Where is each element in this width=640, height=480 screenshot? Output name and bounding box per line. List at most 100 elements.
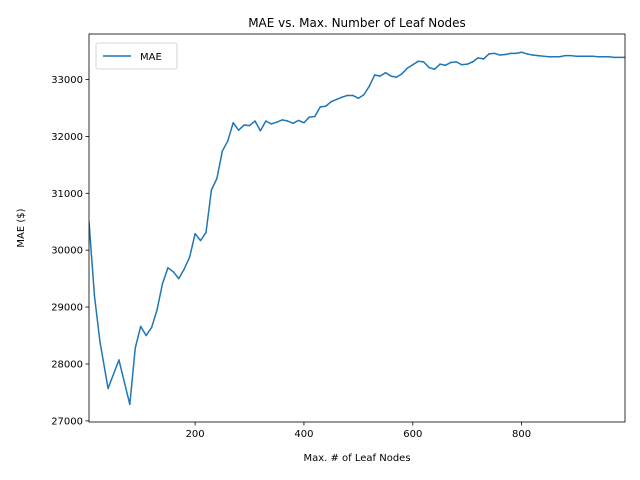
line-segment bbox=[558, 54, 566, 58]
y-tick-label: 33000 bbox=[51, 75, 83, 86]
line-segment bbox=[139, 325, 147, 337]
x-axis-label: Max. # of Leaf Nodes bbox=[303, 453, 410, 464]
line-segment bbox=[89, 220, 96, 297]
line-segment bbox=[330, 98, 338, 103]
line-segment bbox=[259, 120, 267, 132]
line-segment bbox=[221, 140, 229, 152]
line-segment bbox=[444, 61, 452, 67]
line-segment bbox=[205, 189, 213, 234]
y-tick-label: 32000 bbox=[51, 132, 83, 143]
y-tick-label: 30000 bbox=[51, 246, 83, 257]
line-segment bbox=[227, 122, 234, 142]
line-segment bbox=[210, 177, 218, 191]
line-segment bbox=[384, 71, 392, 77]
legend-entry-mae: MAE bbox=[140, 52, 162, 63]
line-segment bbox=[324, 100, 332, 108]
line-segment bbox=[150, 309, 158, 329]
legend: MAE bbox=[95, 42, 178, 70]
line-segment bbox=[488, 52, 496, 55]
line-segment bbox=[341, 94, 349, 98]
line-segment bbox=[477, 57, 485, 60]
line-segment bbox=[232, 122, 240, 131]
line-segment bbox=[439, 63, 447, 67]
series-mae bbox=[89, 51, 625, 406]
y-axis-label: MAE ($) bbox=[16, 208, 27, 247]
line-segment bbox=[194, 232, 202, 242]
line-segment bbox=[303, 116, 311, 124]
line-segment bbox=[591, 55, 599, 58]
line-segment bbox=[412, 60, 419, 66]
line-segment bbox=[515, 51, 523, 55]
line-segment bbox=[433, 63, 441, 71]
line-segment bbox=[243, 124, 251, 127]
line-segment bbox=[466, 61, 474, 65]
line-segment bbox=[237, 124, 245, 131]
line-segment bbox=[134, 325, 142, 349]
line-segment bbox=[406, 63, 414, 69]
y-tick-label: 28000 bbox=[51, 359, 83, 370]
line-segment bbox=[352, 94, 360, 100]
line-segment bbox=[390, 75, 398, 78]
line-segment bbox=[93, 294, 101, 342]
chart-title: MAE vs. Max. Number of Leaf Nodes bbox=[248, 16, 466, 30]
y-tick-label: 31000 bbox=[51, 189, 83, 200]
line-segment bbox=[275, 119, 283, 123]
line-segment bbox=[145, 326, 153, 337]
line-segment bbox=[319, 105, 327, 108]
line-segment bbox=[188, 232, 196, 258]
line-segment bbox=[99, 340, 109, 390]
line-segment bbox=[270, 121, 278, 125]
line-segment bbox=[499, 53, 507, 56]
x-tick-label: 600 bbox=[403, 429, 422, 440]
line-segment bbox=[156, 283, 164, 311]
line-segment bbox=[471, 57, 479, 63]
line-segment bbox=[368, 74, 376, 88]
line-segment bbox=[297, 119, 305, 124]
line-segment bbox=[292, 119, 300, 125]
line-segment bbox=[254, 120, 262, 132]
line-segment bbox=[531, 54, 539, 57]
line-segment bbox=[363, 85, 370, 96]
line-segment bbox=[493, 52, 501, 56]
line-segment bbox=[401, 67, 409, 75]
x-axis-ticks: 200 400 600 800 bbox=[186, 422, 531, 440]
axes-frame bbox=[88, 33, 626, 423]
line-segment bbox=[373, 74, 381, 77]
line-segment bbox=[183, 256, 191, 270]
line-segment bbox=[199, 231, 207, 242]
line-segment bbox=[482, 53, 490, 60]
line-segment bbox=[537, 54, 545, 57]
line-segment bbox=[455, 61, 463, 66]
line-segment bbox=[450, 61, 458, 64]
line-segment bbox=[335, 96, 343, 101]
line-segment bbox=[379, 71, 387, 77]
line-segment bbox=[161, 267, 169, 285]
line-segment bbox=[542, 55, 550, 58]
line-segment bbox=[248, 120, 256, 127]
line-segment bbox=[428, 66, 436, 71]
line-segment bbox=[308, 115, 316, 118]
line-segment bbox=[417, 60, 425, 63]
x-tick-label: 800 bbox=[512, 429, 531, 440]
line-segment bbox=[216, 150, 224, 180]
line-segment bbox=[504, 52, 512, 56]
line-segment bbox=[357, 94, 365, 100]
line-segment bbox=[281, 119, 289, 122]
line-segment bbox=[395, 73, 403, 78]
line-segment bbox=[129, 347, 137, 406]
line-segment bbox=[526, 53, 534, 56]
line-segment bbox=[286, 120, 294, 125]
line-segment bbox=[118, 359, 131, 406]
line-segment bbox=[178, 268, 185, 280]
line-segment bbox=[172, 271, 180, 280]
line-segment bbox=[314, 106, 322, 118]
y-axis-ticks: 27000 28000 29000 30000 31000 32000 33000 bbox=[51, 75, 89, 427]
y-tick-label: 29000 bbox=[51, 303, 83, 314]
line-segment bbox=[265, 120, 273, 125]
line-segment bbox=[569, 54, 577, 57]
line-segment bbox=[167, 267, 175, 273]
plot-area bbox=[89, 51, 625, 406]
legend-box bbox=[95, 42, 178, 70]
